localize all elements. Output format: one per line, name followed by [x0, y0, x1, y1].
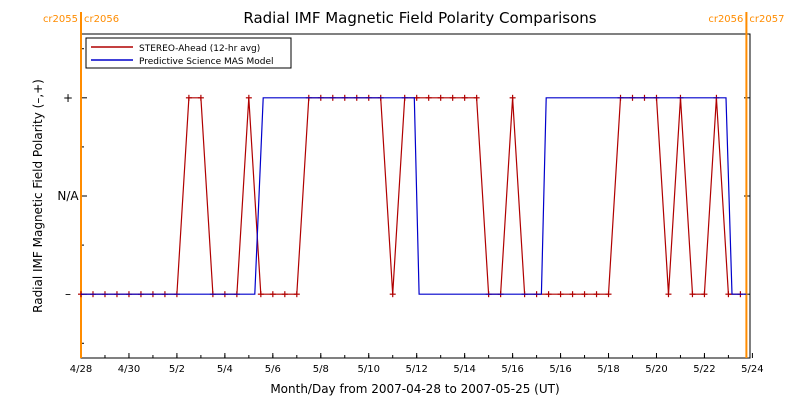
x-tick-label: 5/12 [405, 364, 427, 375]
y-tick-label: + [63, 91, 73, 105]
x-tick-label: 4/30 [118, 364, 140, 375]
data-point [689, 291, 696, 298]
y-axis-label: Radial IMF Magnetic Field Polarity (–,+) [31, 79, 45, 313]
x-tick-label: 5/16 [501, 364, 523, 375]
x-axis-label: Month/Day from 2007-04-28 to 2007-05-25 … [270, 382, 559, 396]
x-tick-label: 5/22 [693, 364, 715, 375]
carrington-rotation-markers: cr2055 cr2056 cr2056 cr2057 [43, 12, 784, 358]
legend-label-mas-model: Predictive Science MAS Model [139, 57, 274, 67]
data-point [185, 94, 192, 101]
x-tick-label: 5/20 [645, 364, 667, 375]
data-point [281, 291, 288, 298]
x-tick-label: 5/8 [313, 364, 329, 375]
data-point [293, 291, 300, 298]
data-point [461, 94, 468, 101]
series-layer [78, 94, 747, 298]
x-tick-label: 5/2 [169, 364, 185, 375]
data-point [665, 291, 672, 298]
data-point [449, 94, 456, 101]
data-point [569, 291, 576, 298]
x-tick-label: 5/4 [217, 364, 233, 375]
plot-frame [80, 33, 751, 359]
series-line-stereo-ahead [81, 97, 741, 295]
data-point [725, 291, 732, 298]
legend: STEREO-Ahead (12-hr avg) Predictive Scie… [85, 37, 292, 69]
data-point [545, 291, 552, 298]
x-tick-label: 4/28 [70, 364, 92, 375]
data-point [437, 94, 444, 101]
x-tick-label: 5/16 [549, 364, 571, 375]
carrington-label-left: cr2055 [43, 14, 78, 25]
data-point [701, 291, 708, 298]
data-point [593, 291, 600, 298]
data-point [509, 94, 516, 101]
data-point [581, 291, 588, 298]
data-point [197, 94, 204, 101]
data-point [269, 291, 276, 298]
chart-title: Radial IMF Magnetic Field Polarity Compa… [243, 9, 596, 27]
x-tick-label: 5/6 [265, 364, 281, 375]
y-axis: + N/A – [57, 48, 750, 344]
data-point [257, 291, 264, 298]
x-tick-label: 5/10 [358, 364, 380, 375]
x-axis: 4/28 4/30 5/2 5/4 5/6 5/8 5/10 5/12 5/14 5/16 5/16… [70, 353, 764, 375]
x-tick-label: 5/24 [741, 364, 763, 375]
series-line-mas-model [81, 97, 747, 295]
data-point [425, 94, 432, 101]
y-tick-label: – [65, 287, 71, 301]
data-point [245, 94, 252, 101]
data-point [389, 291, 396, 298]
x-tick-label: 5/18 [597, 364, 619, 375]
data-point [605, 291, 612, 298]
legend-label-stereo: STEREO-Ahead (12-hr avg) [139, 44, 260, 54]
carrington-label-right: cr2056 [84, 14, 119, 25]
x-tick-label: 5/14 [453, 364, 475, 375]
carrington-label-left: cr2056 [708, 14, 743, 25]
legend-box [85, 37, 292, 69]
data-point [473, 94, 480, 101]
data-point [557, 291, 564, 298]
y-tick-label: N/A [57, 189, 79, 203]
carrington-label-right: cr2057 [749, 14, 784, 25]
